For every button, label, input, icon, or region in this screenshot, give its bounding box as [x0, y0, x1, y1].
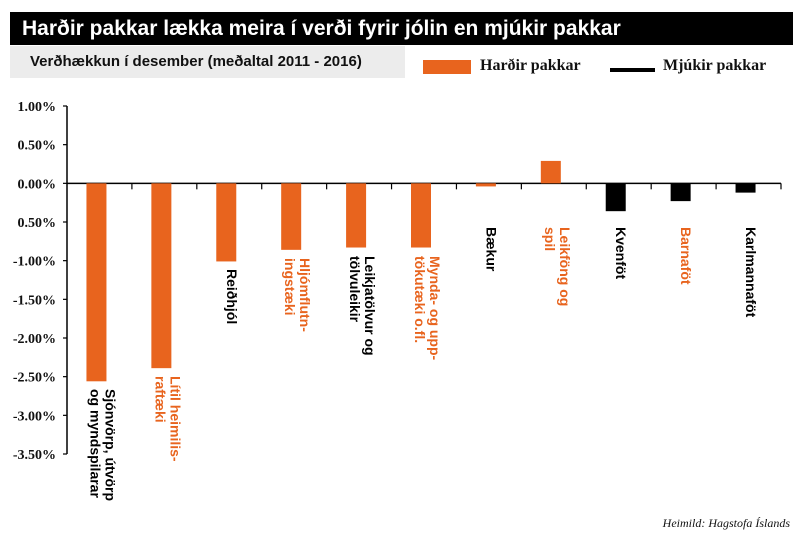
category-label: Reiðhjól	[223, 269, 240, 325]
chart-subtitle: Verðhækkun í desember (meðaltal 2011 - 2…	[10, 46, 405, 78]
legend-label-soft: Mjúkir pakkar	[663, 57, 767, 74]
category-label: Leikföng og spil	[541, 227, 573, 307]
bar-7	[475, 183, 496, 187]
category-label: Kvenföt	[613, 227, 630, 280]
y-tick-label: -1.50%	[13, 293, 56, 308]
y-tick-label: 0.50%	[18, 139, 57, 154]
category-label: Hljómflutn- ingstæki	[282, 257, 314, 332]
category-label: Karlmannaföt	[743, 227, 760, 318]
category-label: Barnaföt	[678, 227, 695, 285]
category-label: Leikjatölvur og tölvuleikir	[347, 255, 379, 356]
category-label: Lítil heimilis- raftæki	[152, 376, 184, 462]
bar-5	[346, 183, 367, 248]
y-tick-label: -1.00%	[13, 255, 56, 270]
y-tick-label: -3.50%	[13, 448, 56, 463]
category-label: Sjónvörp, útvörp og myndspilarar	[87, 389, 119, 502]
bar-4	[281, 183, 302, 250]
y-tick-label: -3.00%	[13, 409, 56, 424]
legend-swatch-hard	[423, 60, 471, 74]
legend-swatch-soft	[610, 68, 655, 72]
y-tick-label: 0.50%	[18, 216, 57, 231]
chart-title: Harðir pakkar lækka meira í verði fyrir …	[10, 12, 793, 45]
y-tick-label: -2.00%	[13, 332, 56, 347]
bar-1	[86, 183, 107, 382]
y-tick-label: 1.00%	[18, 100, 57, 115]
bar-8	[540, 160, 561, 184]
legend-label-hard: Harðir pakkar	[480, 57, 581, 74]
bar-6	[411, 183, 431, 248]
bar-10	[670, 183, 691, 202]
bar-2	[151, 183, 172, 369]
y-tick-label: 0.00%	[18, 177, 57, 192]
category-label: Mynda- og upp- tökutæki o.fl.	[412, 255, 443, 360]
y-tick-label: -2.50%	[13, 371, 56, 386]
bar-11	[735, 183, 756, 193]
source-note: Heimild: Hagstofa Íslands	[662, 516, 790, 530]
bar-9	[605, 183, 626, 212]
category-label: Bækur	[483, 227, 500, 272]
bar-3	[216, 183, 237, 262]
